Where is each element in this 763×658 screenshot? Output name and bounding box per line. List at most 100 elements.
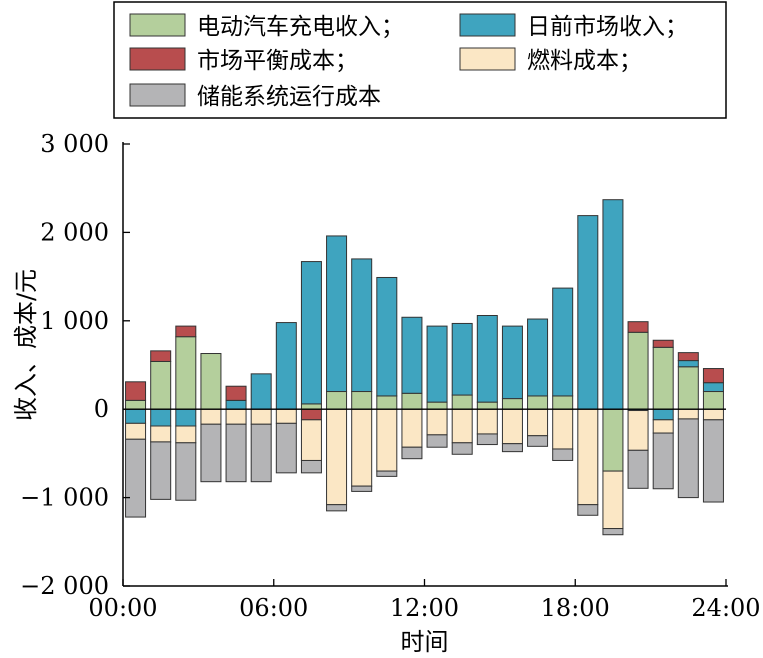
bar-segment-s0-h12: [401, 392, 423, 410]
bar-segment-s1-h11: [376, 276, 398, 397]
bar-segment-s3-h21: [627, 410, 649, 451]
bar-segment-s1-h1: [125, 408, 147, 424]
bar-segment-s0-h21: [627, 331, 649, 410]
legend-label: 日前市场收入；: [527, 14, 688, 40]
legend-swatch: [129, 83, 186, 107]
bar-segment-s4-h23: [677, 418, 699, 499]
bar-segment-s4-h18: [552, 448, 574, 461]
y-tick-label: 3 000: [40, 130, 109, 158]
bar-segment-s1-h14: [451, 322, 473, 396]
legend-label: 储能系统运行成本: [197, 84, 381, 110]
bar-segment-s1-h23: [677, 360, 699, 368]
bar-segment-s2-h3: [175, 325, 197, 338]
bar-segment-s1-h16: [501, 325, 523, 400]
bar-segment-s0-h17: [527, 395, 549, 410]
bar-segment-s4-h21: [627, 449, 649, 489]
bar-segment-s4-h6: [250, 423, 272, 483]
bar-segment-s2-h22: [652, 339, 674, 348]
bar-segment-s0-h18: [552, 395, 574, 410]
bar-segment-s3-h1: [125, 422, 147, 440]
bar-segment-s2-h24: [702, 368, 724, 384]
bar-segment-s3-h4: [200, 408, 222, 425]
legend-frame: [113, 1, 727, 119]
bar-segment-s3-h5: [225, 408, 247, 425]
bar-segment-s3-h18: [552, 408, 574, 450]
bar-segment-s0-h23: [677, 366, 699, 410]
legend-swatch: [459, 47, 516, 71]
bar-segment-s1-h22: [652, 408, 674, 421]
bar-segment-s1-h24: [702, 382, 724, 393]
bar-segment-s1-h3: [175, 408, 197, 427]
bar-segment-s1-h10: [351, 258, 373, 393]
bar-segment-s1-h2: [150, 408, 172, 427]
bar-segment-s0-h22: [652, 346, 674, 410]
bar-segment-s4-h14: [451, 442, 473, 455]
x-tick-label: 06:00: [239, 594, 308, 622]
bar-segment-s4-h7: [275, 422, 297, 474]
bar-segment-s0-h1: [125, 399, 147, 410]
bar-segment-s4-h10: [351, 485, 373, 492]
bar-segment-s4-h9: [326, 504, 348, 512]
bar-segment-s1-h15: [476, 315, 498, 403]
bar-segment-s1-h19: [577, 215, 599, 410]
bar-segment-s3-h11: [376, 408, 398, 472]
bar-segment-s2-h1: [125, 381, 147, 401]
bar-segment-s3-h20: [602, 470, 624, 530]
legend-label: 市场平衡成本；: [197, 48, 358, 74]
bar-segment-s4-h15: [476, 433, 498, 446]
legend: 电动汽车充电收入； 日前市场收入； 市场平衡成本； 燃料成本； 储能系统运行成本: [113, 1, 727, 119]
bar-segment-s4-h5: [225, 423, 247, 483]
bar-segment-s0-h13: [426, 401, 448, 410]
legend-label: 燃料成本；: [527, 48, 642, 74]
bar-segment-s1-h9: [326, 235, 348, 393]
bar-segment-s1-h5: [225, 399, 247, 410]
bar-segment-s4-h17: [527, 435, 549, 447]
y-tick-label: 2 000: [40, 218, 109, 246]
bar-segment-s2-h2: [150, 350, 172, 362]
bar-segment-s0-h24: [702, 391, 724, 410]
bar-segment-s3-h2: [150, 425, 172, 443]
bar-segment-s2-h5: [225, 385, 247, 401]
bar-segment-s4-h1: [125, 438, 147, 518]
y-axis-title: 收入、成本/元: [12, 269, 40, 421]
y-tick-label: 1 000: [40, 307, 109, 335]
bar-segment-s1-h13: [426, 325, 448, 403]
bar-segment-s3-h16: [501, 408, 523, 445]
bar-segment-s4-h24: [702, 419, 724, 503]
x-tick-label: 00:00: [88, 594, 157, 622]
bar-segment-s0-h8: [300, 403, 322, 410]
axes-layer: −2 000 −1 000 0 1 000 2 000 3 000 00:00 06:00 12…: [12, 130, 761, 656]
bar-segment-s0-h4: [200, 353, 222, 410]
y-tick-label: −2 000: [20, 572, 109, 600]
bar-segment-s3-h12: [401, 408, 423, 448]
bar-segment-s3-h15: [476, 408, 498, 435]
bar-segment-s3-h13: [426, 408, 448, 436]
bar-segment-s1-h12: [401, 316, 423, 394]
x-tick-label: 12:00: [390, 594, 459, 622]
bar-segment-s0-h3: [175, 336, 197, 410]
bar-segment-s2-h23: [677, 352, 699, 362]
bar-segment-s1-h6: [250, 373, 272, 410]
bar-segment-s4-h22: [652, 432, 674, 490]
bar-segment-s3-h22: [652, 419, 674, 434]
bar-segment-s4-h12: [401, 446, 423, 460]
x-axis-title: 时间: [401, 628, 449, 656]
bar-segment-s4-h3: [175, 442, 197, 501]
bar-segment-s3-h14: [451, 408, 473, 444]
bar-segment-s3-h24: [702, 408, 724, 421]
y-tick-label: 0: [94, 395, 109, 423]
bar-segment-s4-h2: [150, 441, 172, 500]
legend-label: 电动汽车充电收入；: [197, 14, 404, 40]
bar-segment-s4-h11: [376, 470, 398, 477]
bar-segment-s1-h20: [602, 199, 624, 410]
bar-segment-s3-h17: [527, 408, 549, 437]
bar-segment-s0-h2: [150, 360, 172, 410]
bar-segment-s3-h23: [677, 408, 699, 420]
bar-segment-s4-h8: [300, 459, 322, 474]
bar-segment-s1-h17: [527, 318, 549, 397]
bar-segment-s0-h9: [326, 391, 348, 410]
bar-segment-s0-h14: [451, 394, 473, 410]
x-tick-label: 18:00: [541, 594, 610, 622]
bar-segment-s0-h15: [476, 401, 498, 410]
